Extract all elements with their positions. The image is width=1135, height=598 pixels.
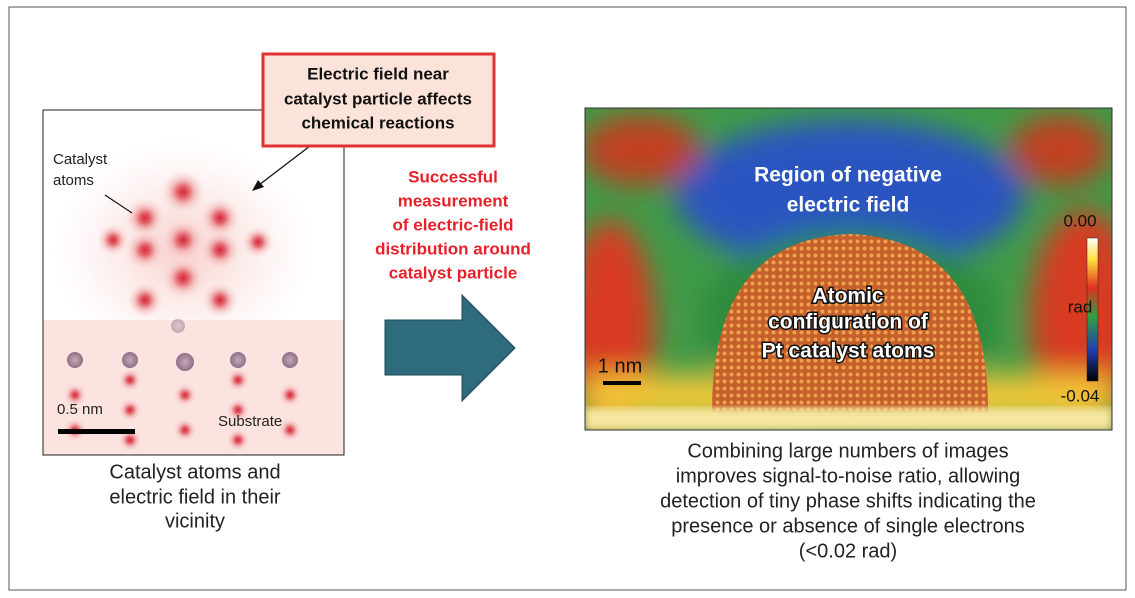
- caption: improves signal-to-noise ratio, allowing: [676, 465, 1021, 487]
- result-text: catalyst particle: [389, 263, 518, 282]
- result-text: distribution around: [375, 239, 531, 258]
- caption: detection of tiny phase shifts indicatin…: [660, 490, 1036, 512]
- caption: Combining large numbers of images: [687, 440, 1008, 462]
- scale-label: 0.5 nm: [57, 401, 103, 418]
- caption: vicinity: [165, 510, 225, 532]
- scale-bar: [603, 381, 641, 385]
- atom-config-label: Atomic: [812, 285, 883, 308]
- atom-label: atoms: [53, 172, 94, 189]
- callout-text: chemical reactions: [301, 113, 454, 132]
- caption: presence or absence of single electrons: [671, 515, 1025, 537]
- caption: Catalyst atoms and: [109, 461, 280, 483]
- atom-label: Catalyst: [53, 151, 108, 168]
- colorbar-label: -0.04: [1061, 386, 1100, 405]
- result-text: measurement: [398, 191, 509, 210]
- big-arrow: [385, 295, 515, 401]
- scale-bar: [58, 429, 135, 434]
- scale-label: 1 nm: [598, 355, 642, 377]
- colorbar-label: 0.00: [1063, 211, 1096, 230]
- region-label: Region of negative: [754, 164, 942, 187]
- substrate-label: Substrate: [218, 413, 282, 430]
- atom-config-label: configuration of: [768, 311, 929, 334]
- result-text: of electric-field: [393, 215, 514, 234]
- region-label: electric field: [787, 194, 910, 217]
- right-image: [565, 108, 1135, 440]
- atom-config-label: Pt catalyst atoms: [762, 340, 935, 363]
- callout-text: catalyst particle affects: [284, 89, 472, 108]
- colorbar-label: rad: [1068, 297, 1093, 316]
- result-text: Successful: [408, 167, 498, 186]
- caption: electric field in their: [109, 486, 281, 508]
- callout-text: Electric field near: [307, 64, 449, 83]
- caption: (<0.02 rad): [799, 540, 897, 562]
- figure: Catalyst atoms 0.5 nm Substrate Catalyst…: [0, 0, 1135, 598]
